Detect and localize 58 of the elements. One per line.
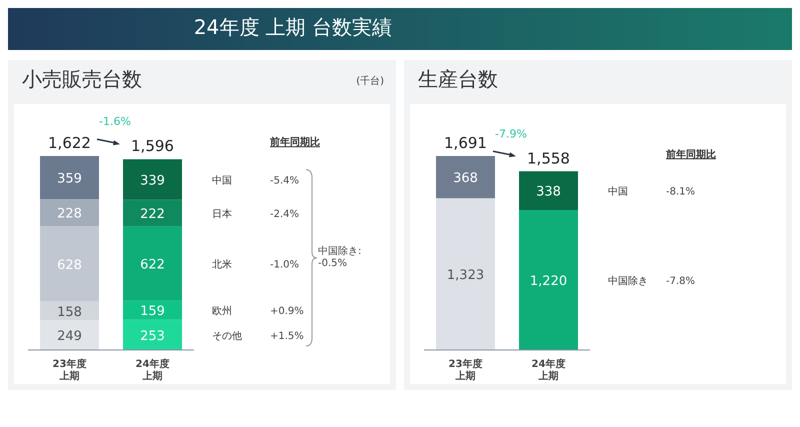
text: +1.5% xyxy=(270,330,304,342)
data-label: 1,220 xyxy=(530,274,568,290)
bar xyxy=(40,320,99,350)
text: -1.6% xyxy=(99,115,131,128)
bar xyxy=(519,171,578,210)
text: 前年同期比 xyxy=(269,136,320,148)
bar xyxy=(123,200,182,226)
data-label: 339 xyxy=(140,174,165,188)
bar xyxy=(123,159,182,200)
text: -1.0% xyxy=(270,260,300,271)
data-label: 249 xyxy=(57,329,82,344)
data-label: 158 xyxy=(57,304,82,320)
text: 中国 xyxy=(212,174,232,186)
text: -5.4% xyxy=(270,176,300,186)
data-label: 368 xyxy=(453,171,478,186)
data-label: 338 xyxy=(536,184,561,200)
chart-title: 生産台数 xyxy=(418,66,498,93)
data-label: 159 xyxy=(140,304,165,320)
text: 中国 xyxy=(608,186,628,198)
bar xyxy=(436,198,495,350)
text: +0.9% xyxy=(270,306,304,318)
bar xyxy=(436,156,495,198)
x-tick-label: 23年度上期 xyxy=(52,359,88,383)
y-axis-title: (千台) xyxy=(356,74,384,88)
x-tick-label: 24年度上期 xyxy=(530,359,566,383)
text: -7.8% xyxy=(666,276,696,288)
text: -8.1% xyxy=(666,186,696,198)
total-label: 1,622 xyxy=(48,134,91,152)
x-tick-label: 24年度上期 xyxy=(134,359,170,383)
text: 前年同期比 xyxy=(665,148,716,160)
x-tick-label: 23年度上期 xyxy=(448,359,484,383)
text: -2.4% xyxy=(270,209,300,220)
bar xyxy=(123,320,182,350)
total-label: 1,558 xyxy=(527,149,570,168)
text: 日本 xyxy=(212,208,232,220)
bar xyxy=(40,198,99,226)
text: 欧州 xyxy=(212,305,232,318)
data-label: 1,323 xyxy=(446,268,484,284)
text: 北米 xyxy=(212,258,232,271)
text: 中国除き: -0.5% xyxy=(318,244,362,269)
data-label: 628 xyxy=(57,258,82,273)
bar xyxy=(40,156,99,199)
total-label: 1,596 xyxy=(131,137,174,156)
data-label: 253 xyxy=(140,328,165,344)
text: 中国除き xyxy=(608,275,648,288)
bar xyxy=(40,226,99,302)
total-label: 1,691 xyxy=(444,134,487,152)
text: 24年度 上期 台数実績 xyxy=(194,14,392,41)
text: -7.9% xyxy=(495,127,527,140)
data-label: 359 xyxy=(57,171,82,186)
bar xyxy=(123,226,182,301)
data-label: 622 xyxy=(140,258,165,273)
text: その他 xyxy=(212,330,242,342)
data-label: 222 xyxy=(140,207,165,222)
bar xyxy=(519,210,578,350)
bar xyxy=(123,300,182,320)
chart-subtitle: 小売販売台数 xyxy=(22,66,142,93)
data-label: 228 xyxy=(57,206,82,222)
